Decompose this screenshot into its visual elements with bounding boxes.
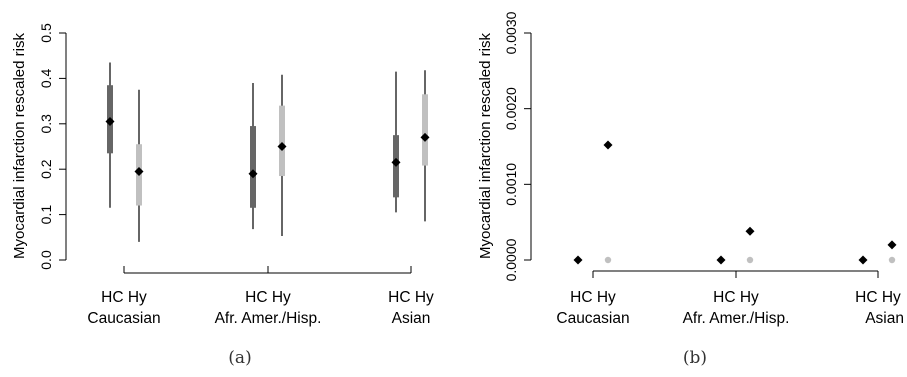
group-label: Caucasian (556, 310, 629, 327)
group-label: Afr. Amer./Hisp. (215, 310, 322, 327)
point-estimate-marker (420, 132, 430, 142)
caption-b: (b) (683, 348, 707, 368)
y-tick-label: 0.3 (38, 114, 54, 134)
y-tick-label: 0.0010 (503, 163, 519, 206)
y-tick-label: 0.2 (38, 159, 54, 179)
group-label: Caucasian (87, 310, 160, 327)
point-estimate-marker (134, 166, 144, 176)
scatter-marks (573, 140, 897, 278)
panel-a: Myocardial infarction rescaled risk 0.00… (11, 23, 434, 368)
hc-hy-label: HC Hy (388, 289, 434, 306)
y-tick-label: 0.0030 (503, 11, 519, 54)
lower-bound-marker (746, 256, 754, 264)
y-tick-label: 0.0020 (503, 87, 519, 130)
y-tick-label: 0.0 (38, 250, 54, 270)
y-tick-label: 0.0000 (503, 238, 519, 281)
lower-bound-marker (604, 256, 612, 264)
inner-interval-bar (422, 94, 428, 166)
x-labels: HC Hy Caucasian HC Hy Afr. Amer./Hisp. HC Hy… (87, 289, 434, 327)
group-label: Afr. Amer./Hisp. (683, 310, 790, 327)
lower-bound-marker (888, 256, 896, 264)
point-estimate-marker (277, 142, 287, 151)
interval-marks (105, 62, 430, 273)
hc-hy-label: HC Hy (245, 289, 291, 306)
point-estimate-marker (391, 157, 401, 167)
point-estimate-marker (716, 255, 726, 265)
hc-hy-label: HC Hy (855, 289, 901, 306)
hc-hy-label: HC Hy (713, 289, 759, 306)
caption-a: (a) (228, 348, 251, 368)
group-label: Asian (392, 310, 431, 327)
point-estimate-marker (858, 255, 868, 265)
group-label: Asian (865, 310, 904, 327)
y-axis-label: Myocardial infarction rescaled risk (477, 33, 494, 259)
hc-hy-label: HC Hy (101, 289, 147, 306)
inner-interval-bar (279, 105, 285, 177)
x-labels: HC Hy Caucasian HC Hy Afr. Amer./Hisp. HC Hy… (556, 289, 904, 327)
point-estimate-marker (105, 117, 115, 127)
y-ticks: 0.0 0.1 0.2 0.3 0.4 0.5 (38, 23, 66, 270)
inner-interval-bar (250, 126, 256, 208)
point-estimate-marker (603, 140, 613, 150)
y-tick-label: 0.4 (38, 68, 54, 88)
hc-hy-label: HC Hy (570, 289, 616, 306)
point-estimate-marker (248, 169, 258, 179)
y-axis-label: Myocardial infarction rescaled risk (11, 33, 28, 259)
y-ticks: 0.0000 0.0010 0.0020 0.0030 (503, 11, 531, 281)
point-estimate-marker (887, 240, 897, 250)
point-estimate-marker (573, 255, 583, 265)
y-tick-label: 0.1 (38, 205, 54, 225)
y-tick-label: 0.5 (38, 23, 54, 43)
point-estimate-marker (745, 226, 755, 236)
panel-b: Myocardial infarction rescaled risk 0.00… (477, 11, 904, 368)
